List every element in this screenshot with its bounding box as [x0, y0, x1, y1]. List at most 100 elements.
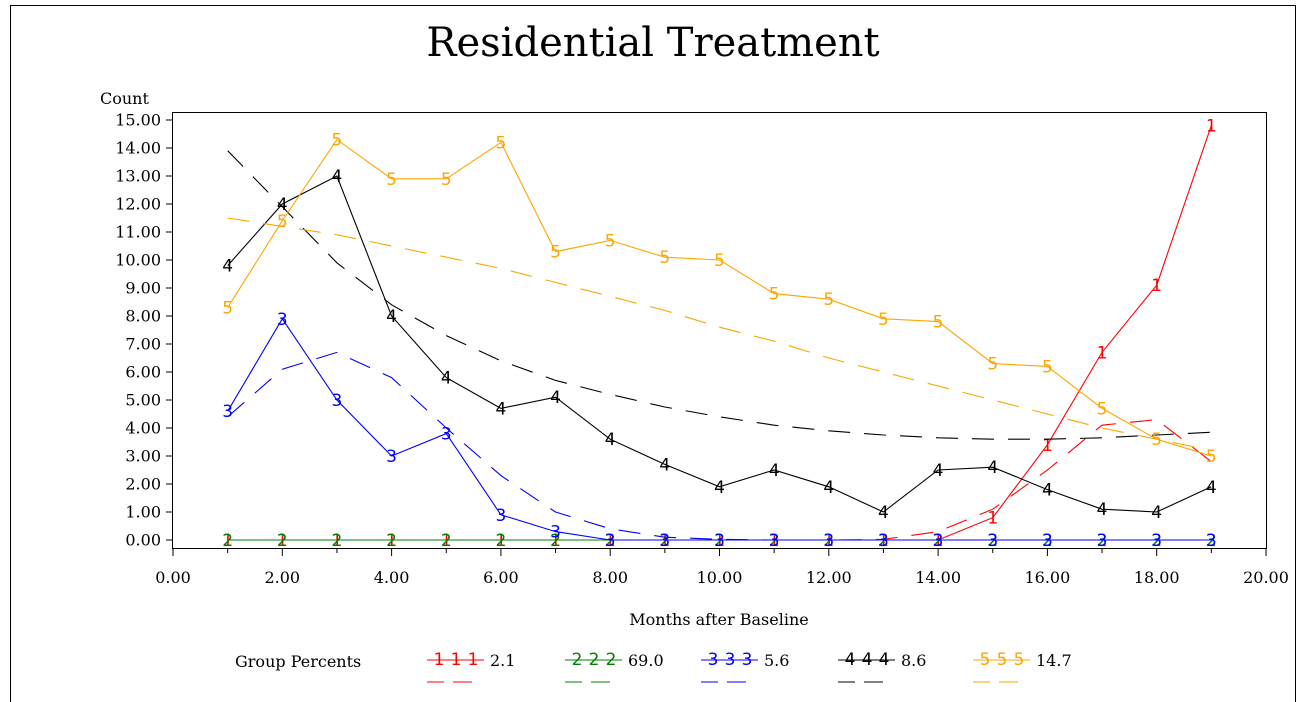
x-tick-label: 6.00 — [483, 568, 519, 587]
legend: Group Percents 1 1 1 2.1 2 2 2 69.0 3 3 3 5.6 4 4 4 8.6… — [235, 650, 1072, 683]
legend-label: 8.6 — [901, 651, 926, 670]
legend-label: 14.7 — [1036, 651, 1072, 670]
data-point: 1 — [1097, 343, 1108, 363]
y-tick-label: 1.00 — [125, 503, 161, 522]
data-point: 3 — [1042, 531, 1053, 551]
y-tick-label: 4.00 — [125, 419, 161, 438]
y-axis-label: Count — [100, 89, 149, 108]
data-point: 4 — [605, 430, 616, 450]
legend-label: 5.6 — [764, 651, 789, 670]
y-tick-label: 8.00 — [125, 307, 161, 326]
data-point: 5 — [933, 313, 944, 333]
data-point: 1 — [1151, 276, 1162, 296]
x-axis-label: Months after Baseline — [629, 610, 808, 629]
data-point: 5 — [222, 299, 233, 319]
data-point: 5 — [1151, 430, 1162, 450]
data-point: 5 — [987, 355, 998, 375]
legend-marker: 4 — [862, 650, 873, 670]
data-point: 4 — [823, 478, 834, 498]
data-point: 3 — [1206, 531, 1217, 551]
data-point: 2 — [332, 531, 343, 551]
data-point: 2 — [933, 531, 944, 551]
data-point: 4 — [441, 369, 452, 389]
y-tick-label: 15.00 — [115, 111, 161, 130]
data-point: 3 — [769, 531, 780, 551]
data-point: 1 — [823, 531, 834, 551]
legend-label: 69.0 — [628, 651, 664, 670]
legend-marker: 2 — [606, 650, 617, 670]
legend-marker: 4 — [845, 650, 856, 670]
legend-marker: 2 — [589, 650, 600, 670]
series-5.6: 3 3 3 3 3 3 3 3 3 3 3 3 3 3 3 3 3 3 3 — [222, 310, 1217, 551]
data-point: 2 — [823, 531, 834, 551]
observed-line — [227, 317, 1212, 541]
data-point: 1 — [659, 531, 670, 551]
data-point: 2 — [277, 531, 288, 551]
data-point: 4 — [933, 461, 944, 481]
data-point: 3 — [386, 447, 397, 467]
legend-marker: 3 — [742, 650, 753, 670]
data-point: 5 — [659, 248, 670, 268]
data-point: 3 — [878, 531, 889, 551]
data-point: 5 — [277, 212, 288, 232]
data-point: 3 — [605, 531, 616, 551]
data-point: 3 — [277, 310, 288, 330]
data-point: 4 — [277, 195, 288, 215]
data-point: 2 — [878, 531, 889, 551]
y-tick-label: 6.00 — [125, 363, 161, 382]
legend-marker: 5 — [997, 650, 1008, 670]
legend-marker: 5 — [1014, 650, 1025, 670]
x-tick-label: 16.00 — [1024, 568, 1070, 587]
data-point: 1 — [277, 531, 288, 551]
data-point: 3 — [332, 391, 343, 411]
legend-marker: 1 — [468, 650, 479, 670]
data-point: 4 — [769, 461, 780, 481]
data-point: 3 — [550, 523, 561, 543]
data-point: 4 — [332, 167, 343, 187]
data-point: 4 — [987, 458, 998, 478]
data-point: 4 — [1042, 481, 1053, 501]
data-point: 2 — [659, 531, 670, 551]
legend-title: Group Percents — [235, 652, 361, 671]
data-point: 2 — [1151, 531, 1162, 551]
data-point: 3 — [1151, 531, 1162, 551]
legend-marker: 1 — [451, 650, 462, 670]
y-tick-label: 12.00 — [115, 195, 161, 214]
data-point: 2 — [495, 531, 506, 551]
data-point: 5 — [1042, 357, 1053, 377]
data-point: 3 — [823, 531, 834, 551]
data-point: 3 — [659, 531, 670, 551]
data-point: 4 — [714, 478, 725, 498]
data-point: 2 — [987, 531, 998, 551]
data-point: 1 — [222, 531, 233, 551]
x-tick-label: 0.00 — [155, 568, 191, 587]
data-point: 1 — [878, 531, 889, 551]
legend-entry: 4 4 4 8.6 — [838, 650, 926, 683]
data-point: 5 — [550, 243, 561, 263]
x-tick-label: 2.00 — [264, 568, 300, 587]
data-point: 2 — [1206, 531, 1217, 551]
data-point: 4 — [659, 455, 670, 475]
y-tick-label: 9.00 — [125, 279, 161, 298]
y-axis: 0.00 1.00 2.00 3.00 4.00 5.00 6.00 7.00 8.00 9.00… — [115, 111, 173, 550]
data-point: 3 — [222, 402, 233, 422]
y-tick-label: 13.00 — [115, 167, 161, 186]
data-point: 1 — [386, 531, 397, 551]
y-tick-label: 14.00 — [115, 139, 161, 158]
series-14.7: 5 5 5 5 5 5 5 5 5 5 5 5 5 5 5 5 5 5 5 — [222, 131, 1217, 467]
data-point: 5 — [386, 170, 397, 190]
chart-title: Residential Treatment — [426, 20, 879, 66]
y-tick-label: 11.00 — [115, 223, 161, 242]
data-point: 5 — [1097, 399, 1108, 419]
data-point: 2 — [1097, 531, 1108, 551]
data-point: 2 — [441, 531, 452, 551]
fitted-line — [227, 150, 1212, 440]
data-point: 5 — [441, 170, 452, 190]
data-point: 4 — [1097, 500, 1108, 520]
data-point: 1 — [605, 531, 616, 551]
data-point: 4 — [386, 307, 397, 327]
data-point: 2 — [714, 531, 725, 551]
data-point: 1 — [495, 531, 506, 551]
